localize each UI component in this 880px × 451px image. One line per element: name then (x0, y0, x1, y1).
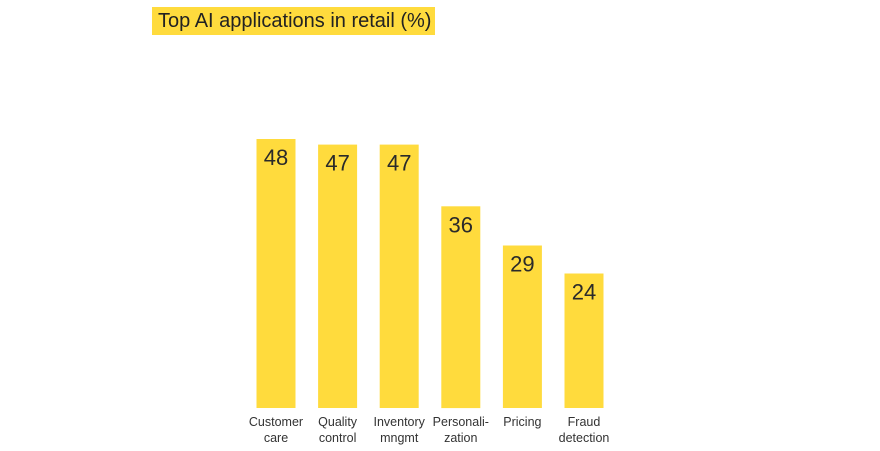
category-label: Personali-zation (433, 415, 489, 445)
bar-4 (502, 245, 542, 408)
bar-value-label: 29 (510, 252, 534, 277)
category-label-line: care (264, 431, 288, 445)
category-labels-layer: Customer care Quality control Inventory mngmt… (249, 415, 610, 445)
category-label-line: Quality (318, 415, 358, 429)
bar-value-label: 48 (264, 145, 288, 170)
bar-value-label: 24 (572, 280, 596, 305)
category-label-line: Customer (249, 415, 303, 429)
category-label-line: zation (444, 431, 477, 445)
category-label-line: Pricing (503, 415, 541, 429)
bar-1 (318, 144, 358, 408)
category-label-line: control (319, 431, 357, 445)
category-label-line: mngmt (380, 431, 419, 445)
bars-layer: 48 47 47 36 29 24 (256, 139, 604, 409)
bar-value-label: 47 (325, 151, 349, 176)
category-label-line: detection (559, 431, 610, 445)
category-label: Fraud detection (559, 415, 610, 445)
category-label-line: Personali- (433, 415, 489, 429)
bar-2 (379, 144, 419, 408)
category-label: Inventory mngmt (373, 415, 425, 445)
bar-value-label: 36 (449, 212, 473, 237)
category-label: Quality control (318, 415, 358, 445)
category-label: Customer care (249, 415, 303, 445)
chart-title: Top AI applications in retail (%) (152, 7, 436, 35)
category-label: Pricing (503, 415, 541, 429)
bar-0 (256, 139, 296, 408)
bar-value-label: 47 (387, 151, 411, 176)
category-label-line: Inventory (373, 415, 425, 429)
bar-5 (564, 273, 604, 408)
category-label-line: Fraud (568, 415, 601, 429)
bar-3 (441, 206, 481, 409)
